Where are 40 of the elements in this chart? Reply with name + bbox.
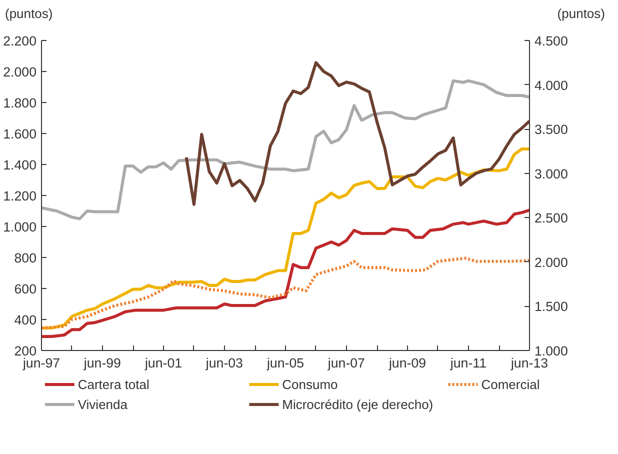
- y2-axis-title: (puntos): [557, 5, 605, 23]
- x-tick-label: jun-97: [22, 356, 60, 370]
- legend-label: Microcrédito (eje derecho): [282, 397, 434, 412]
- line-series: [42, 79, 530, 220]
- x-tick-label: jun-11: [449, 356, 486, 370]
- legend-label: Vivienda: [78, 397, 128, 412]
- y-tick-label: 400: [14, 312, 37, 328]
- x-tick-label: jun-05: [266, 356, 304, 370]
- legend-label: Consumo: [282, 377, 338, 392]
- y2-tick-label: 4.000: [534, 78, 568, 93]
- x-tick-label: jun-07: [326, 356, 365, 370]
- y-axis-title: (puntos): [5, 5, 53, 23]
- legend-label: Cartera total: [78, 377, 150, 392]
- y2-tick-label: 3.000: [534, 166, 568, 182]
- line-series: [42, 208, 530, 338]
- y-tick-label: 1.200: [3, 188, 37, 204]
- y-tick-label: 600: [14, 282, 37, 296]
- y-tick-label: 1.600: [3, 126, 37, 142]
- x-tick-label: jun-01: [144, 356, 182, 370]
- y2-tick-label: 2.000: [534, 254, 568, 270]
- y2-tick-label: 4.500: [534, 34, 568, 48]
- y2-tick-label: 1.500: [534, 299, 568, 314]
- y-tick-label: 1.800: [3, 96, 37, 110]
- line-series: [184, 61, 530, 206]
- y2-tick-label: 1.000: [534, 344, 568, 358]
- x-tick-label: jun-13: [510, 356, 548, 370]
- y-tick-label: 200: [14, 344, 37, 358]
- y-tick-label: 2.000: [3, 64, 37, 80]
- legend-label: Comercial: [481, 377, 540, 392]
- y2-tick-label: 2.500: [534, 210, 568, 226]
- line-series: [42, 148, 530, 330]
- y-tick-label: 2.200: [3, 34, 37, 48]
- y2-tick-label: 3.500: [534, 122, 568, 138]
- y-tick-label: 1.000: [3, 220, 37, 234]
- x-tick-label: jun-99: [82, 356, 121, 370]
- y-tick-label: 1.400: [3, 158, 37, 172]
- x-tick-label: jun-03: [204, 356, 243, 370]
- y-tick-label: 800: [14, 250, 37, 266]
- x-tick-label: jun-09: [388, 356, 426, 370]
- line-series: [42, 256, 530, 330]
